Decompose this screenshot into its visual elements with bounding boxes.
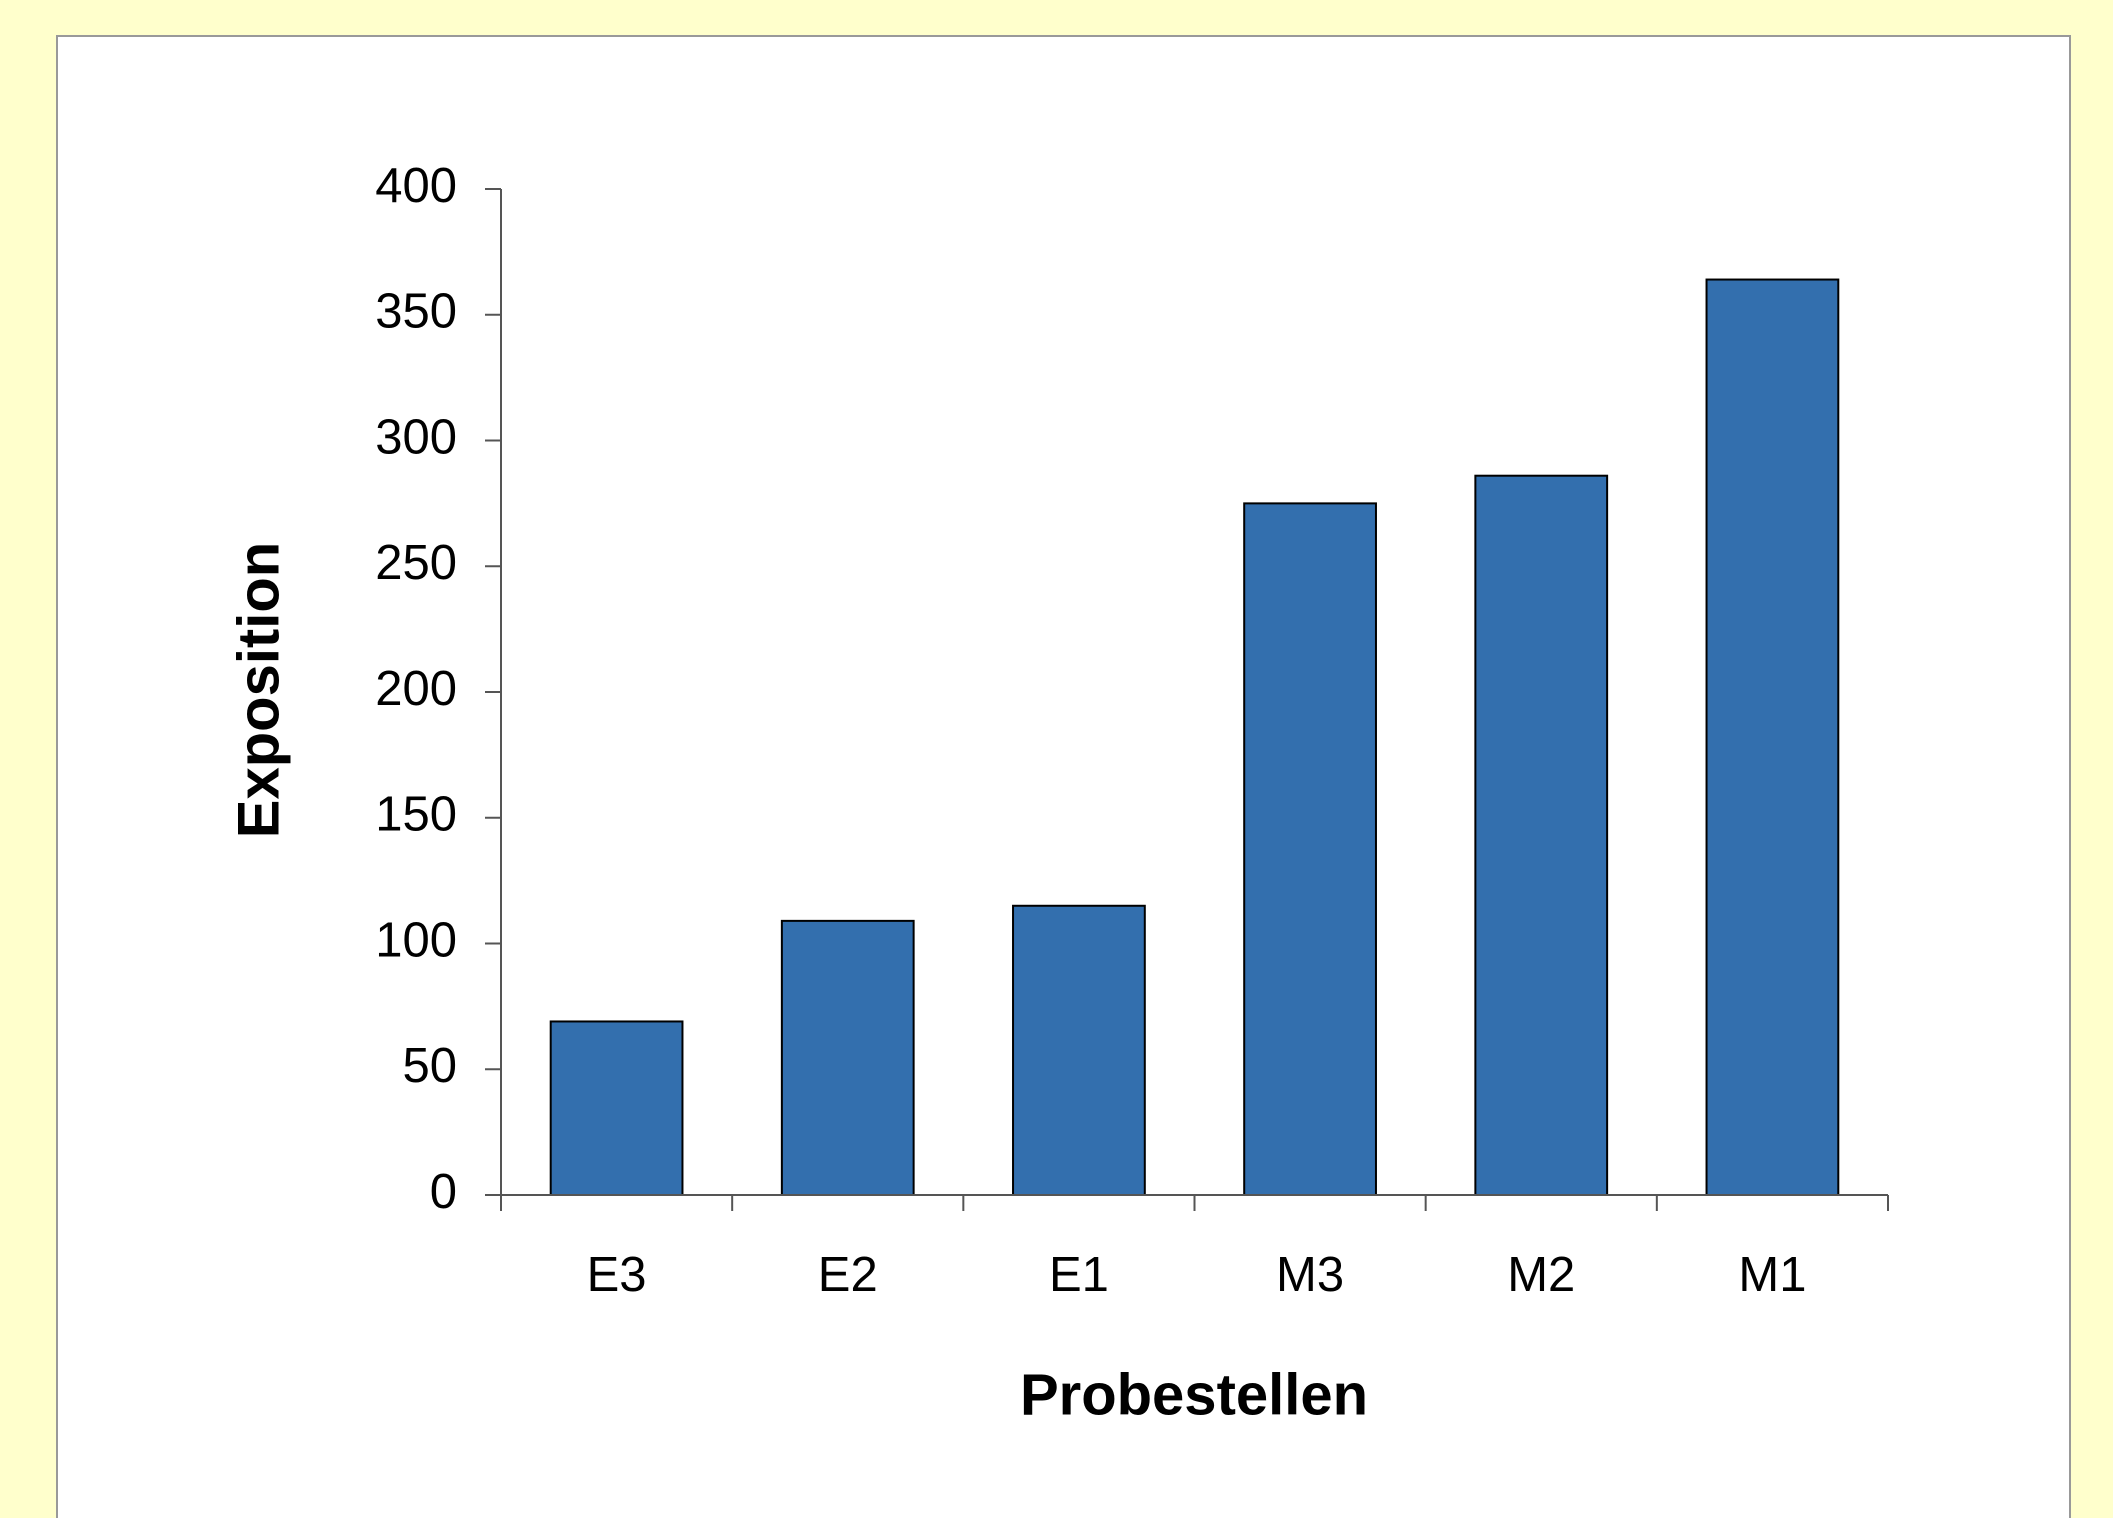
y-tick-label: 350 bbox=[375, 285, 457, 339]
y-axis-title: Exposition bbox=[226, 542, 291, 838]
x-tick-label: M2 bbox=[1507, 1248, 1575, 1302]
bar bbox=[1474, 474, 1609, 1196]
bar bbox=[1012, 904, 1146, 1197]
y-tick-label: 150 bbox=[375, 788, 457, 842]
bar bbox=[549, 1020, 684, 1197]
x-tick-label: M3 bbox=[1276, 1248, 1344, 1302]
y-tick-label: 250 bbox=[375, 536, 457, 590]
x-tick-label: E3 bbox=[587, 1248, 647, 1302]
x-tick-label: E2 bbox=[818, 1248, 878, 1302]
y-tick-label: 100 bbox=[375, 913, 457, 967]
y-tick-label: 200 bbox=[375, 662, 457, 716]
bar bbox=[780, 919, 915, 1196]
bar bbox=[1243, 502, 1377, 1196]
bar bbox=[1705, 278, 1840, 1197]
y-tick-label: 0 bbox=[430, 1165, 457, 1219]
y-tick-label: 400 bbox=[375, 159, 457, 213]
x-tick-label: E1 bbox=[1049, 1248, 1109, 1302]
x-tick-label: M1 bbox=[1738, 1248, 1806, 1302]
y-tick-label: 300 bbox=[375, 410, 457, 464]
x-axis-title: Probestellen bbox=[1020, 1362, 1368, 1427]
y-tick-label: 50 bbox=[402, 1039, 457, 1093]
